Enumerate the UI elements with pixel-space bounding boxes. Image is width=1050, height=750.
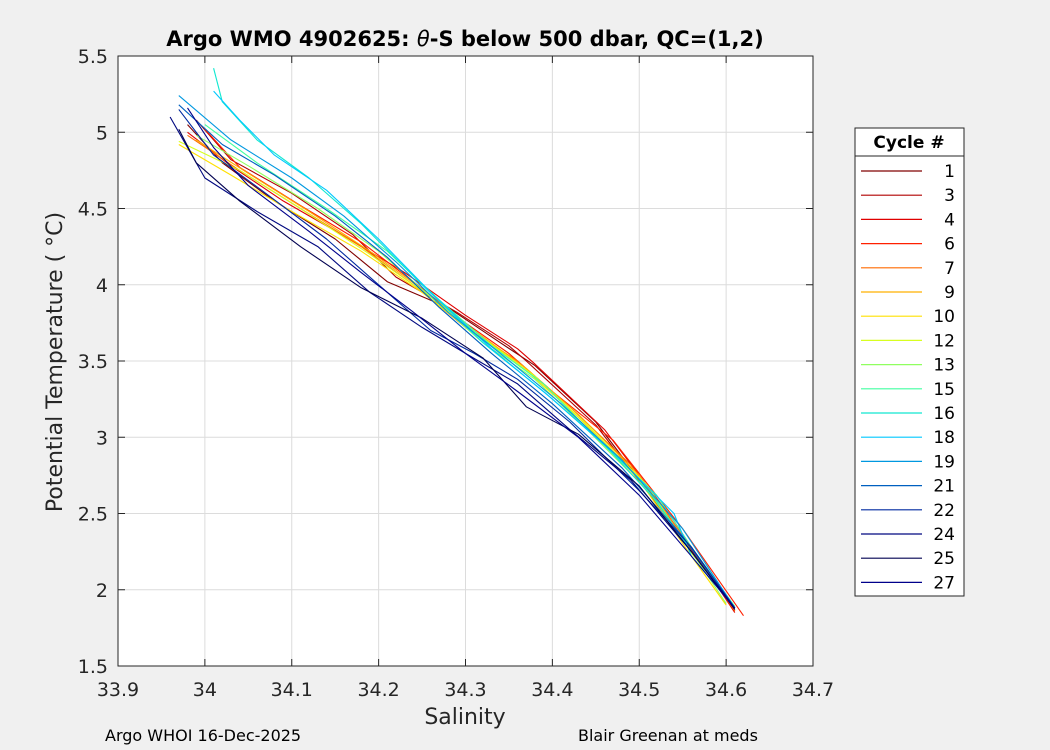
y-axis-ticks: 1.5 2 2.5 3 3.5 4 4.5 5 5.5 <box>78 46 813 678</box>
legend-label-cycle-16: 16 <box>933 404 955 424</box>
legend-label-cycle-18: 18 <box>933 428 955 448</box>
legend-label-cycle-4: 4 <box>944 210 955 230</box>
grid-lines <box>118 56 813 666</box>
x-tick-label: 34.1 <box>271 679 313 701</box>
series-line-cycle-25 <box>178 128 736 610</box>
legend-label-cycle-22: 22 <box>933 501 955 521</box>
legend-label-cycle-24: 24 <box>933 525 955 545</box>
legend-box <box>854 127 965 597</box>
x-tick-label: 34.4 <box>531 679 573 701</box>
legend-label-cycle-12: 12 <box>933 331 955 351</box>
legend-label-cycle-7: 7 <box>944 259 955 279</box>
y-tick-label: 1.5 <box>78 656 108 678</box>
legend-label-cycle-19: 19 <box>933 452 955 472</box>
y-tick-label: 2 <box>96 580 108 602</box>
x-axis-ticks: 33.9 34 34.1 34.2 34.3 34.4 34.5 34.6 34.7 <box>97 56 834 701</box>
x-tick-label: 34.3 <box>444 679 486 701</box>
chart-title-suffix: -S below 500 dbar, QC=(1,2) <box>430 27 764 51</box>
x-tick-label: 34.2 <box>357 679 399 701</box>
legend-label-cycle-10: 10 <box>933 307 955 327</box>
legend-label-cycle-27: 27 <box>933 573 955 593</box>
footer-left: Argo WHOI 16-Dec-2025 <box>105 726 301 745</box>
y-tick-label: 4.5 <box>78 199 108 221</box>
y-tick-label: 5 <box>96 122 108 144</box>
y-axis-label: Potential Temperature ( °C) <box>43 212 68 512</box>
series-line-cycle-21 <box>178 104 736 609</box>
y-tick-label: 2.5 <box>78 504 108 526</box>
series-lines <box>169 68 744 617</box>
legend-label-cycle-25: 25 <box>933 549 955 569</box>
y-tick-label: 3.5 <box>78 351 108 373</box>
y-tick-label: 4 <box>96 275 108 297</box>
series-line-cycle-4 <box>187 131 736 613</box>
series-line-cycle-27 <box>187 107 736 609</box>
chart-title-prefix: Argo WMO 4902625: <box>166 27 417 51</box>
y-tick-label: 5.5 <box>78 46 108 68</box>
x-tick-label: 34.7 <box>792 679 834 701</box>
x-tick-label: 34 <box>193 679 217 701</box>
chart-title: Argo WMO 4902625: θ-S below 500 dbar, QC… <box>166 27 763 51</box>
x-tick-label: 34.6 <box>705 679 747 701</box>
legend-label-cycle-15: 15 <box>933 380 955 400</box>
legend-label-cycle-1: 1 <box>944 162 955 182</box>
legend-label-cycle-9: 9 <box>944 283 955 303</box>
x-tick-label: 34.5 <box>618 679 660 701</box>
series-line-cycle-24 <box>169 116 736 609</box>
theta-symbol: θ <box>417 27 430 51</box>
series-line-cycle-16 <box>213 68 736 609</box>
footer-right: Blair Greenan at meds <box>578 726 758 745</box>
x-tick-label: 33.9 <box>97 679 139 701</box>
y-tick-label: 3 <box>96 427 108 449</box>
legend-label-cycle-3: 3 <box>944 186 955 206</box>
series-line-cycle-19 <box>178 95 736 609</box>
series-line-cycle-18 <box>213 90 736 609</box>
legend-title: Cycle # <box>873 133 944 153</box>
legend-label-cycle-6: 6 <box>944 235 955 255</box>
legend-label-cycle-21: 21 <box>933 477 955 497</box>
legend-label-cycle-13: 13 <box>933 356 955 376</box>
x-axis-label: Salinity <box>424 705 505 730</box>
